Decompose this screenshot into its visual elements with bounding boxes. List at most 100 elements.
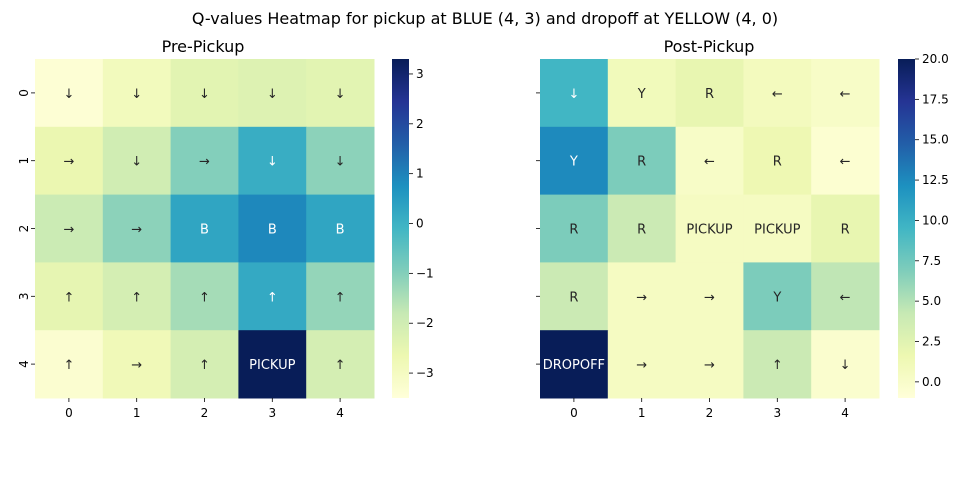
heatmap-cell [743, 59, 812, 128]
cell-annotation: ↓ [131, 155, 142, 170]
colorbar-tick-label: 12.5 [922, 173, 949, 187]
cell-annotation: ↓ [568, 87, 579, 102]
heatmap-cell [35, 59, 104, 128]
heatmap-cell [675, 262, 744, 331]
heatmap-cell [607, 59, 677, 128]
cell-annotation: ↓ [63, 87, 74, 102]
heatmap-cell [170, 262, 239, 331]
x-tick-label: 3 [268, 406, 276, 420]
heatmap-cell [675, 59, 744, 128]
heatmap-cell [35, 126, 104, 196]
cell-annotation: → [636, 358, 647, 373]
cell-annotation: ↑ [199, 358, 210, 373]
heatmap-cell [743, 262, 812, 331]
heatmap-cell [238, 262, 307, 331]
colorbar-tick-label: 2 [416, 117, 424, 131]
cell-annotation: R [569, 290, 578, 305]
heatmap-cell [102, 126, 172, 196]
cell-annotation: PICKUP [249, 358, 295, 373]
heatmap-cell [811, 330, 880, 399]
heatmap-cell [170, 126, 239, 196]
cell-annotation: ← [840, 290, 851, 305]
heatmap-cell [102, 330, 172, 399]
y-tick-label: 3 [17, 292, 31, 300]
x-tick-label: 1 [638, 406, 646, 420]
heatmap-cell [35, 330, 104, 399]
cell-annotation: ↓ [131, 87, 142, 102]
colorbar-tick-label: 3 [416, 67, 424, 81]
colorbar [392, 59, 409, 398]
heatmap-cell [306, 262, 375, 331]
colorbar-tick-label: 2.5 [922, 335, 941, 349]
heatmap-cell [35, 262, 104, 331]
heatmap-cell [607, 330, 677, 399]
x-tick-label: 0 [570, 406, 578, 420]
heatmap-cell [540, 330, 609, 399]
cell-annotation: ← [840, 87, 851, 102]
heatmap-cell [238, 194, 307, 263]
heatmap-cell [170, 59, 239, 128]
colorbar-tick-label: −2 [416, 316, 434, 330]
cell-annotation: → [704, 358, 715, 373]
colorbar [898, 59, 915, 398]
heatmap-cell [743, 194, 812, 263]
heatmap-cell [306, 194, 375, 263]
heatmap-cell [607, 126, 677, 196]
heatmap-cell [540, 194, 609, 263]
x-tick-label: 4 [336, 406, 344, 420]
cell-annotation: PICKUP [686, 223, 732, 238]
cell-annotation: B [336, 223, 345, 238]
cell-annotation: ↓ [335, 87, 346, 102]
y-tick-label: 1 [17, 157, 31, 165]
cell-annotation: Y [569, 155, 578, 170]
y-tick-label: 4 [17, 360, 31, 368]
heatmap-cell [238, 330, 307, 399]
cell-annotation: ↓ [267, 87, 278, 102]
heatmap-cell [102, 262, 172, 331]
cell-annotation: ↓ [199, 87, 210, 102]
cell-annotation: ↑ [772, 358, 783, 373]
heatmap-cell [540, 126, 609, 196]
cell-annotation: ↓ [267, 155, 278, 170]
heatmap-cell [306, 126, 375, 196]
cell-annotation: PICKUP [754, 223, 800, 238]
heatmap-cell [675, 194, 744, 263]
colorbar-tick-label: 0.0 [922, 375, 941, 389]
cell-annotation: ↑ [335, 358, 346, 373]
heatmap-cell [675, 126, 744, 196]
colorbar-tick-label: 20.0 [922, 52, 949, 66]
cell-annotation: R [841, 223, 850, 238]
heatmap-cell [170, 194, 239, 263]
heatmap-cell [811, 126, 880, 196]
cell-annotation: → [63, 155, 74, 170]
colorbar-tick-label: 15.0 [922, 133, 949, 147]
cell-annotation: → [63, 223, 74, 238]
x-tick-label: 2 [706, 406, 714, 420]
heatmap-title: Pre-Pickup [162, 37, 245, 56]
heatmap-cell [102, 59, 172, 128]
cell-annotation: → [636, 290, 647, 305]
colorbar-tick-label: 17.5 [922, 92, 949, 106]
colorbar-tick-label: 1 [416, 167, 424, 181]
heatmap-cell [540, 59, 609, 128]
cell-annotation: → [131, 223, 142, 238]
cell-annotation: ↑ [335, 290, 346, 305]
cell-annotation: Y [772, 290, 781, 305]
cell-annotation: ↑ [199, 290, 210, 305]
cell-annotation: R [637, 155, 646, 170]
heatmap-cell [540, 262, 609, 331]
heatmap-cell [743, 126, 812, 196]
cell-annotation: ↓ [335, 155, 346, 170]
cell-annotation: ← [840, 155, 851, 170]
x-tick-label: 0 [65, 406, 73, 420]
cell-annotation: DROPOFF [543, 358, 605, 373]
heatmap-cell [238, 59, 307, 128]
heatmap-cell [306, 330, 375, 399]
cell-annotation: ↑ [63, 358, 74, 373]
colorbar-tick-label: 0 [416, 217, 424, 231]
x-tick-label: 1 [133, 406, 141, 420]
cell-annotation: Y [637, 87, 646, 102]
heatmap-cell [675, 330, 744, 399]
x-tick-label: 2 [201, 406, 209, 420]
